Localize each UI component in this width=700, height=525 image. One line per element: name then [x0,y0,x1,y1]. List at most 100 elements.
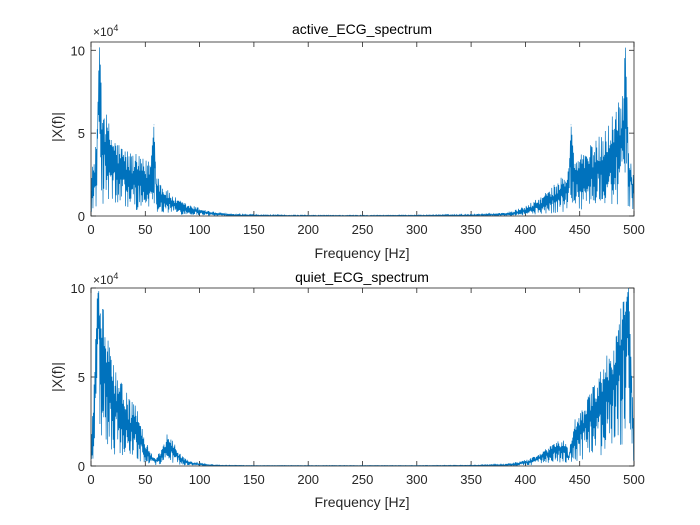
x-tick-label: 50 [138,222,152,237]
chart-title: quiet_ECG_spectrum [295,269,429,285]
data-point [177,205,179,207]
x-tick-label: 350 [460,472,482,487]
data-point [123,169,124,171]
data-point [525,209,526,211]
x-tick-label: 100 [189,472,211,487]
data-point [128,421,130,422]
x-tick-label: 400 [515,222,537,237]
data-point [622,332,624,333]
y-tick-label: 0 [78,209,85,224]
y-exponent-label: ×104 [93,23,118,39]
data-point [220,213,222,215]
data-point [568,456,570,458]
data-point [611,376,613,378]
data-point [579,174,581,175]
data-point [573,175,575,177]
data-point [155,185,157,187]
x-tick-label: 350 [460,222,482,237]
data-point [101,358,103,360]
data-point [166,199,168,200]
data-point [595,403,597,405]
data-point [514,212,515,214]
data-point [557,447,559,449]
x-tick-label: 450 [569,222,591,237]
data-point [139,433,141,435]
x-tick-label: 100 [189,222,211,237]
y-tick-label: 5 [78,370,85,385]
data-point [611,149,613,151]
data-point [172,202,173,204]
chart-title: active_ECG_spectrum [292,21,432,37]
data-point [552,449,553,451]
data-point [470,214,472,216]
data-point [150,174,152,175]
data-point [231,214,233,216]
subplot-active-ecg: active_ECG_spectrum ×104 0 5 10 0 50 100 150 2… [49,21,645,261]
data-point [514,463,515,465]
y-exponent-power: 4 [113,271,118,281]
x-tick-label: 300 [406,472,428,487]
data-point [161,454,162,456]
x-ticks: 0 50 100 150 200 250 300 350 400 450 500 [87,42,645,237]
data-point [557,194,559,195]
data-point [166,444,168,446]
x-tick-label: 200 [297,472,319,487]
x-tick-label: 0 [87,472,94,487]
data-point [595,165,597,167]
subplot-quiet-ecg: quiet_ECG_spectrum ×104 0 5 10 0 50 100 150 20… [49,269,645,510]
data-point [525,462,526,463]
y-tick-label: 5 [78,126,85,141]
data-point [622,132,624,134]
x-tick-label: 500 [623,472,645,487]
data-point [568,182,570,184]
axes-box [90,41,635,217]
x-axis-label: Frequency [Hz] [315,494,410,510]
y-exponent-label: ×104 [93,271,118,287]
x-tick-label: 200 [297,222,319,237]
data-point [106,149,108,151]
x-tick-label: 300 [406,222,428,237]
data-point [606,385,608,387]
y-exponent-base: ×10 [93,273,114,287]
x-tick-label: 250 [352,472,374,487]
y-axis-label: |X(f)| [49,112,65,142]
data-point [584,172,586,174]
data-point [177,454,179,456]
data-point [584,421,586,422]
data-point [199,210,201,212]
data-point [210,213,211,214]
data-point [144,182,146,184]
data-point [573,433,575,435]
data-point [123,412,124,413]
data-point [617,358,619,360]
data-point [590,412,591,413]
x-tick-label: 500 [623,222,645,237]
data-point [139,177,141,179]
y-tick-label: 0 [78,459,85,474]
data-point [188,462,190,463]
data-point [617,141,619,142]
data-point [210,464,211,466]
data-point [199,463,201,465]
x-tick-label: 150 [243,222,265,237]
y-tick-label: 10 [71,43,85,58]
axes-box [90,287,635,467]
data-point [172,447,173,449]
x-tick-label: 50 [138,472,152,487]
data-point [535,458,537,460]
data-point [93,412,95,413]
data-point [117,403,119,405]
data-point [144,447,146,449]
data-point [503,464,505,466]
data-point [563,446,564,447]
data-point [155,460,157,462]
x-tick-label: 0 [87,222,94,237]
data-point [601,394,602,396]
data-point [606,155,608,157]
data-point [117,165,119,167]
data-point [182,460,184,462]
data-point [579,430,581,431]
data-point [153,124,155,126]
